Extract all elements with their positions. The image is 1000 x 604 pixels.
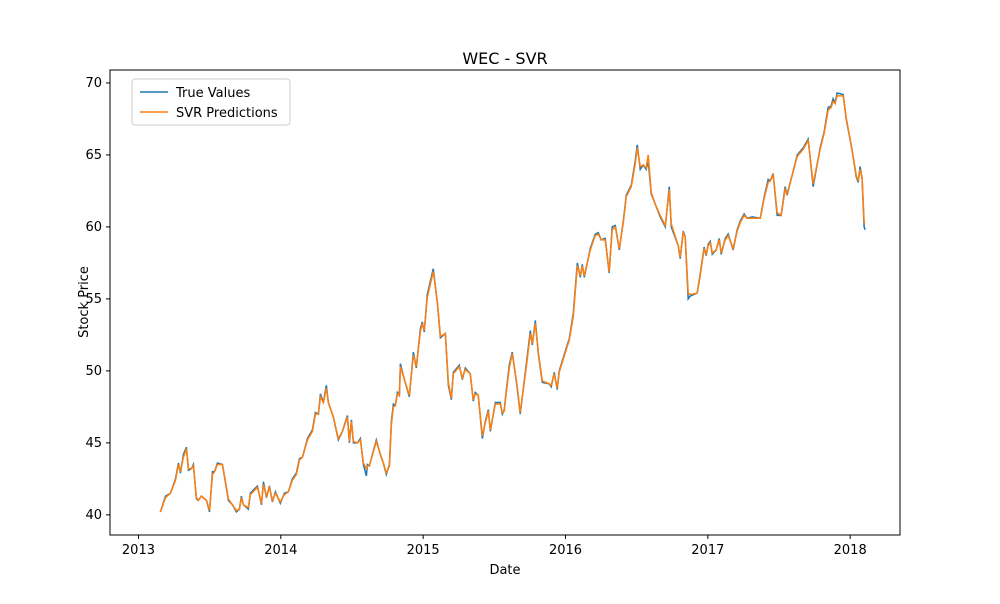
legend: True Values SVR Predictions <box>131 78 291 126</box>
series-line <box>159 95 866 513</box>
legend-label: True Values <box>175 86 250 101</box>
x-tick-label: 2018 <box>834 543 867 558</box>
y-tick-label: 50 <box>85 364 102 379</box>
y-axis-label: Stock Price <box>77 266 92 338</box>
legend-label: SVR Predictions <box>176 106 278 121</box>
x-tick-label: 2016 <box>549 543 582 558</box>
y-tick-label: 65 <box>85 148 102 163</box>
x-tick-label: 2013 <box>122 543 155 558</box>
x-tick-label: 2014 <box>264 543 297 558</box>
y-tick-label: 45 <box>85 436 102 451</box>
plot-frame <box>109 69 901 536</box>
x-tick-label: 2015 <box>407 543 440 558</box>
x-axis-label: Date <box>489 563 520 578</box>
y-tick-label: 60 <box>85 220 102 235</box>
x-tick-label: 2017 <box>691 543 724 558</box>
y-tick-label: 55 <box>85 292 102 307</box>
y-tick-label: 70 <box>85 76 102 91</box>
legend-box <box>131 78 291 126</box>
y-tick-label: 40 <box>85 508 102 523</box>
chart-title: WEC - SVR <box>462 49 547 68</box>
